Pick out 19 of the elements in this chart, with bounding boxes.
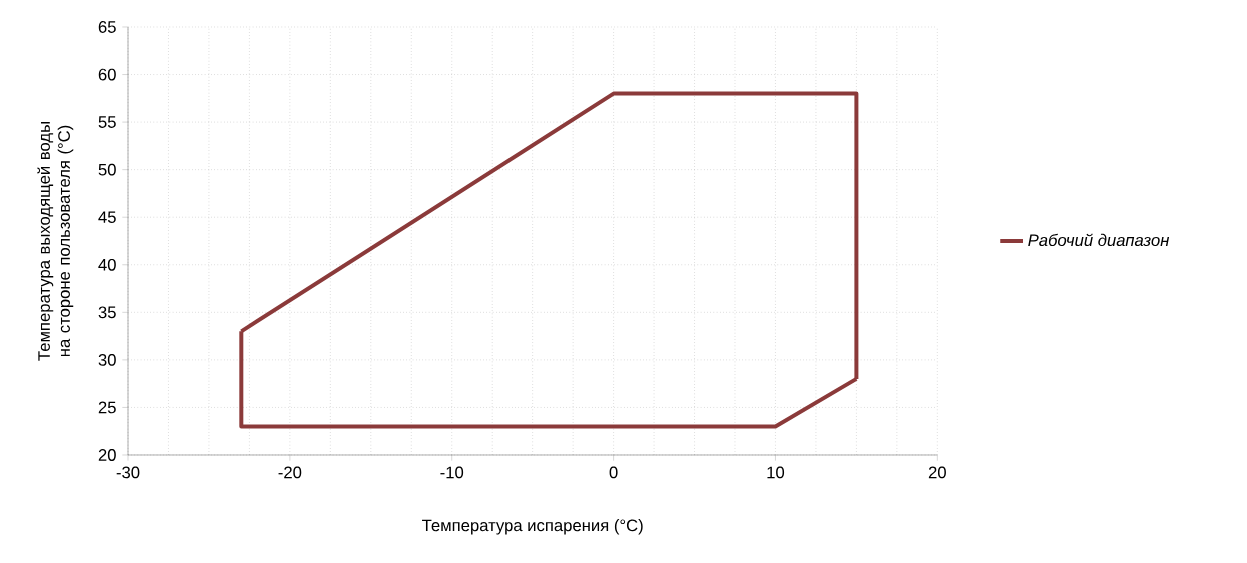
y-tick-label: 25 — [98, 401, 116, 414]
y-tick-label: 60 — [98, 68, 116, 81]
x-axis-title: Температура испарения (°C) — [422, 519, 643, 535]
x-tick-label: 0 — [609, 466, 618, 479]
y-tick-label: 55 — [98, 116, 116, 128]
x-tick-label: -20 — [278, 466, 302, 479]
y-axis-title: Температура выходящей воды на стороне пользователя (°C) — [37, 122, 74, 361]
y-tick-label: 40 — [98, 258, 116, 271]
y-tick-label: 45 — [98, 211, 116, 224]
y-tick-label: 35 — [98, 306, 116, 319]
y-tick-label: 30 — [98, 353, 116, 366]
x-tick-label: -30 — [116, 466, 140, 479]
x-tick-label: 20 — [928, 466, 946, 479]
y-tick-label: 65 — [98, 21, 116, 33]
y-tick-label: 20 — [98, 449, 116, 461]
x-tick-label: -10 — [440, 466, 464, 479]
x-tick-label: 10 — [767, 466, 785, 479]
y-tick-label: 50 — [98, 163, 116, 176]
legend-label: Рабочий диапазон — [1028, 233, 1170, 247]
